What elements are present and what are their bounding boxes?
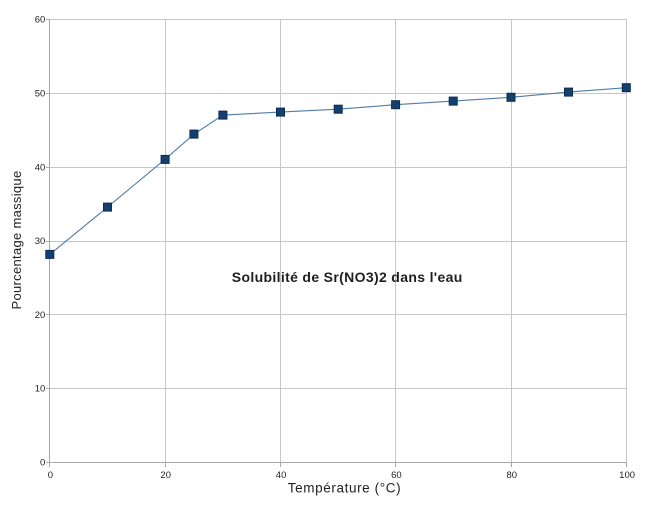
svg-text:100: 100 (619, 470, 635, 481)
svg-text:40: 40 (35, 162, 46, 173)
svg-text:50: 50 (35, 88, 46, 99)
svg-text:0: 0 (40, 458, 45, 469)
svg-text:60: 60 (391, 470, 402, 481)
svg-text:0: 0 (48, 470, 53, 481)
svg-text:40: 40 (276, 470, 287, 481)
svg-text:80: 80 (507, 470, 518, 481)
svg-text:60: 60 (35, 15, 46, 26)
svg-text:20: 20 (35, 310, 46, 321)
svg-text:Solubilité de Sr(NO3)2 dans l': Solubilité de Sr(NO3)2 dans l'eau (232, 269, 463, 285)
svg-text:30: 30 (35, 236, 46, 247)
svg-text:Pourcentage massique: Pourcentage massique (9, 171, 24, 310)
svg-text:20: 20 (160, 470, 171, 481)
svg-text:10: 10 (35, 384, 46, 395)
svg-text:Température (°C): Température (°C) (288, 480, 401, 495)
